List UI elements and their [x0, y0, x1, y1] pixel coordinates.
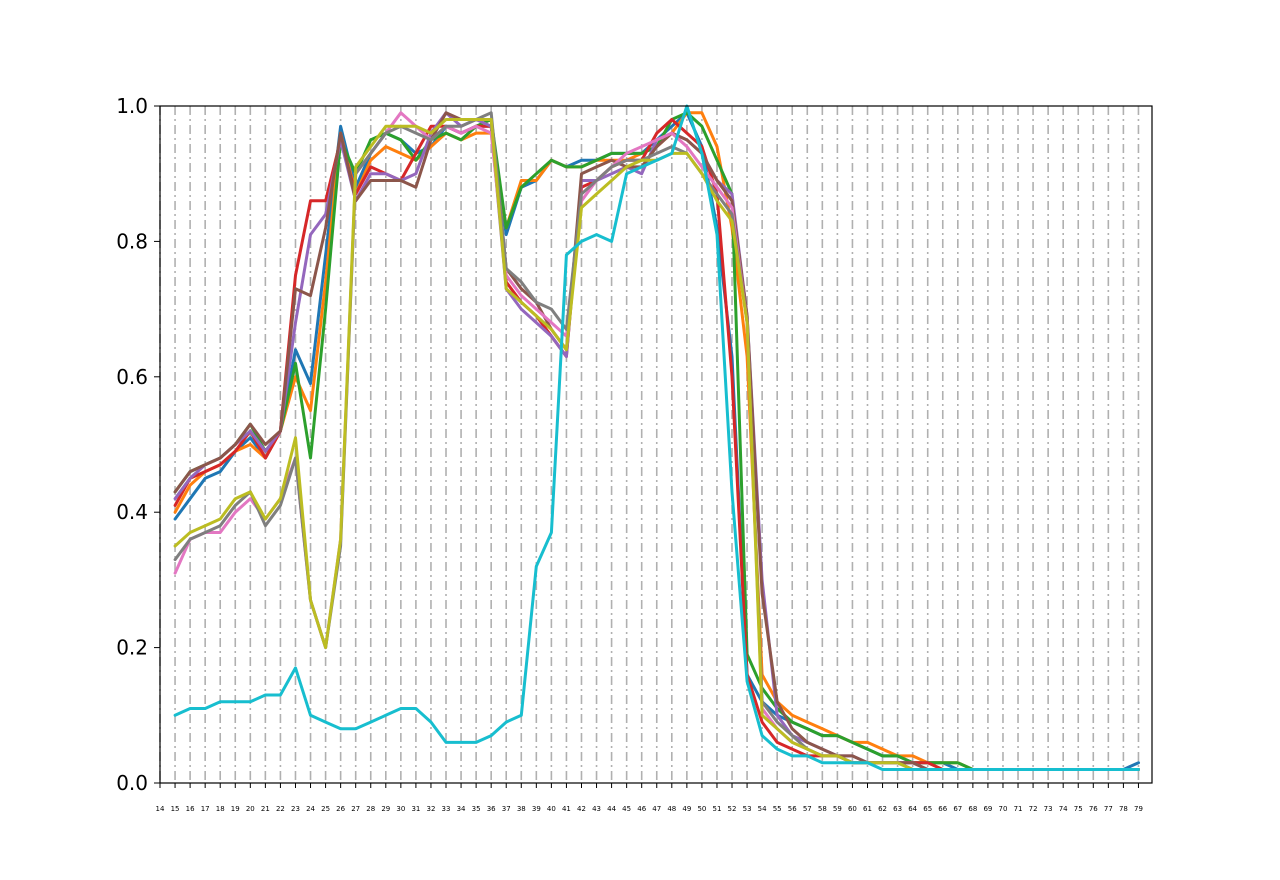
x-tick-label: 49 [682, 805, 691, 813]
x-tick-label: 60 [848, 805, 857, 813]
x-tick-label: 14 [156, 805, 165, 813]
x-tick-label: 31 [411, 805, 420, 813]
x-tick-label: 57 [803, 805, 812, 813]
x-tick-label: 67 [953, 805, 962, 813]
x-tick-label: 18 [216, 805, 225, 813]
x-tick-label: 65 [923, 805, 932, 813]
x-tick-label: 25 [321, 805, 330, 813]
y-tick-label: 0.4 [116, 500, 148, 524]
x-tick-label: 61 [863, 805, 872, 813]
x-tick-label: 50 [697, 805, 706, 813]
x-tick-label: 52 [728, 805, 737, 813]
x-tick-label: 78 [1119, 805, 1128, 813]
x-tick-label: 37 [502, 805, 511, 813]
x-tick-label: 58 [818, 805, 827, 813]
x-tick-label: 20 [246, 805, 255, 813]
x-tick-label: 23 [291, 805, 300, 813]
x-tick-label: 62 [878, 805, 887, 813]
x-tick-label: 40 [547, 805, 556, 813]
x-tick-label: 72 [1029, 805, 1038, 813]
x-tick-label: 68 [968, 805, 977, 813]
x-tick-label: 53 [743, 805, 752, 813]
x-tick-label: 42 [577, 805, 586, 813]
x-tick-label: 15 [171, 805, 180, 813]
x-tick-label: 48 [667, 805, 676, 813]
x-tick-label: 17 [201, 805, 210, 813]
x-tick-label: 34 [457, 805, 466, 813]
x-tick-label: 35 [472, 805, 481, 813]
x-tick-label: 76 [1089, 805, 1098, 813]
y-tick-label: 0.8 [116, 229, 148, 253]
x-tick-label: 38 [517, 805, 526, 813]
x-tick-label: 44 [607, 805, 616, 813]
x-tick-label: 75 [1074, 805, 1083, 813]
x-tick-label: 24 [306, 805, 315, 813]
x-tick-label: 36 [487, 805, 496, 813]
x-tick-label: 27 [351, 805, 360, 813]
x-tick-label: 26 [336, 805, 345, 813]
x-tick-label: 32 [426, 805, 435, 813]
x-tick-label: 55 [773, 805, 782, 813]
y-tick-label: 1.0 [116, 94, 148, 118]
x-tick-label: 28 [366, 805, 375, 813]
y-tick-label: 0.2 [116, 636, 148, 660]
x-tick-label: 16 [186, 805, 195, 813]
x-axis: 14 15 16 17 18 19 20 21 22 23 24 25 26 27 28 29 30 31 32 33… [156, 783, 1143, 813]
x-tick-label: 33 [442, 805, 451, 813]
y-axis: 0.0 0.2 0.4 0.6 0.8 1.0 [116, 94, 160, 795]
x-tick-label: 21 [261, 805, 270, 813]
x-tick-label: 74 [1059, 805, 1068, 813]
x-tick-label: 73 [1044, 805, 1053, 813]
x-tick-label: 51 [713, 805, 722, 813]
x-tick-label: 46 [637, 805, 646, 813]
x-tick-label: 22 [276, 805, 285, 813]
x-tick-label: 59 [833, 805, 842, 813]
x-tick-label: 19 [231, 805, 240, 813]
y-tick-label: 0.6 [116, 365, 148, 389]
x-tick-label: 69 [983, 805, 992, 813]
x-tick-label: 41 [562, 805, 571, 813]
x-tick-label: 29 [381, 805, 390, 813]
x-tick-label: 56 [788, 805, 797, 813]
x-tick-label: 45 [622, 805, 631, 813]
x-tick-label: 30 [396, 805, 405, 813]
x-tick-label: 66 [938, 805, 947, 813]
x-tick-label: 71 [1014, 805, 1023, 813]
x-tick-label: 63 [893, 805, 902, 813]
x-tick-label: 70 [999, 805, 1008, 813]
x-tick-label: 39 [532, 805, 541, 813]
plot-frame [159, 105, 1153, 784]
x-tick-label: 77 [1104, 805, 1113, 813]
series-line-10 [173, 104, 1140, 771]
x-tick-label: 43 [592, 805, 601, 813]
y-tick-label: 0.0 [116, 771, 148, 795]
x-tick-label: 54 [758, 805, 767, 813]
x-tick-label: 64 [908, 805, 917, 813]
x-tick-label: 79 [1134, 805, 1143, 813]
x-tick-label: 47 [652, 805, 661, 813]
series-lines [173, 104, 1140, 771]
